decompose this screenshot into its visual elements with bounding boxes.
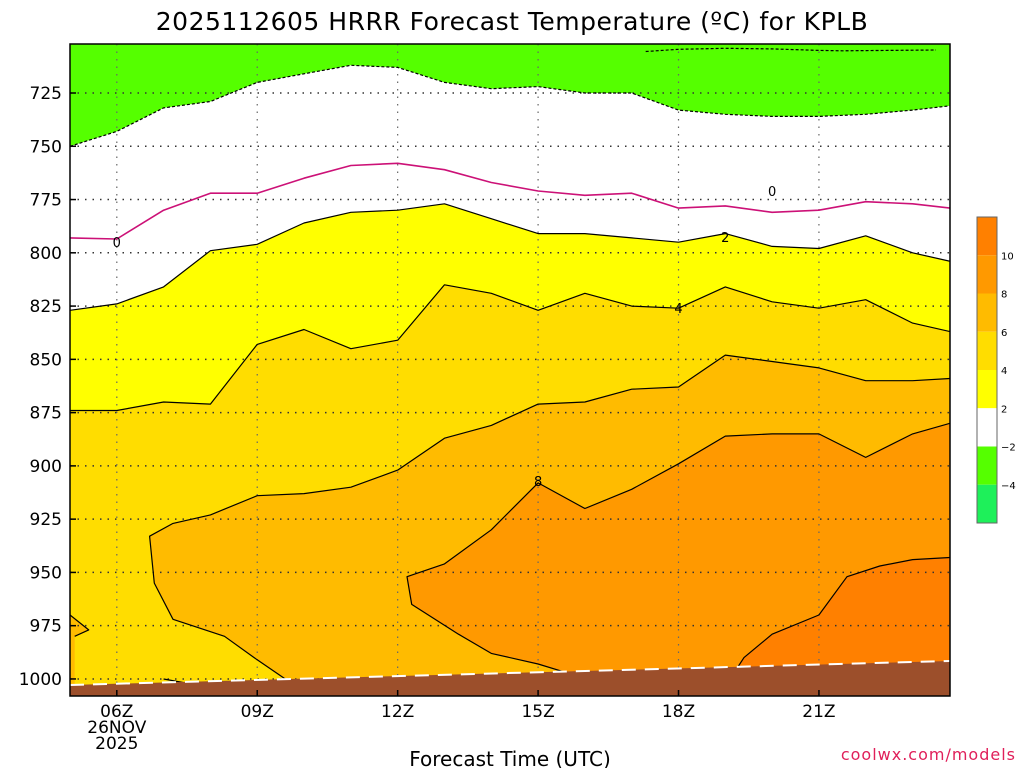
colorbar-swatch--6 bbox=[977, 484, 997, 523]
y-tick-label-975: 975 bbox=[30, 617, 62, 637]
colorbar-label-8: 8 bbox=[1001, 290, 1007, 301]
contour-line-0-2 bbox=[70, 162, 950, 240]
colorbar-swatch--4 bbox=[977, 446, 997, 485]
contour-line-2-3 bbox=[70, 203, 950, 311]
contour-line-10-9 bbox=[729, 556, 950, 680]
colorbar-label--4: −4 bbox=[1001, 481, 1016, 492]
colorbar-swatch-10 bbox=[977, 217, 997, 256]
plot-frame bbox=[69, 43, 951, 697]
x-tick-label-21-0: 21Z bbox=[802, 702, 835, 722]
contour-label-2-0: 2 bbox=[721, 231, 729, 246]
contour-lines bbox=[70, 47, 950, 694]
band-fill-6-5 bbox=[70, 615, 89, 696]
temperature-fills bbox=[70, 44, 950, 696]
y-tick-label-900: 900 bbox=[30, 457, 62, 477]
colorbar-swatch--2 bbox=[977, 408, 997, 447]
colorbar-label--2: −2 bbox=[1001, 443, 1016, 454]
y-tick-label-750: 750 bbox=[30, 137, 62, 157]
contour-label-8-0: 8 bbox=[534, 475, 542, 490]
x-axis-label: Forecast Time (UTC) bbox=[409, 747, 611, 768]
band-fill-10-9 bbox=[730, 557, 950, 696]
contour-line-6-7 bbox=[149, 354, 950, 694]
x-tick-label-6-1: 26NOV bbox=[87, 718, 146, 738]
colorbar-swatch-8 bbox=[977, 255, 997, 294]
y-tick-label-725: 725 bbox=[30, 84, 62, 104]
contour-line-4-4 bbox=[70, 284, 950, 412]
x-tick-label-18-0: 18Z bbox=[662, 702, 695, 722]
contour-line-8-8 bbox=[406, 422, 950, 684]
colorbar-swatch-4 bbox=[977, 331, 997, 370]
y-tick-label-925: 925 bbox=[30, 510, 62, 530]
y-axis: 725 750 775 800 825 850 875 900 925 950 975 1000 bbox=[19, 84, 76, 690]
y-tick-label-875: 875 bbox=[30, 404, 62, 424]
colorbar-swatch-2 bbox=[977, 370, 997, 409]
colorbar: −4 −2 2 4 6 8 10 bbox=[976, 216, 1016, 524]
ground-fill bbox=[70, 661, 950, 696]
contour-line-6-5 bbox=[70, 614, 90, 637]
contour-label-4-0: 4 bbox=[674, 302, 682, 317]
contour-line--2-1 bbox=[70, 64, 950, 147]
y-tick-label-1000: 1000 bbox=[19, 670, 62, 690]
x-tick-label-6-2: 2025 bbox=[95, 734, 138, 754]
contour-label-0-0: 0 bbox=[113, 236, 121, 251]
colorbar-frame bbox=[976, 216, 998, 524]
contour-line--4-0 bbox=[645, 47, 937, 53]
x-tick-label-15-0: 15Z bbox=[521, 702, 554, 722]
x-tick-label-12-0: 12Z bbox=[381, 702, 414, 722]
ground-surface bbox=[70, 660, 950, 696]
contour-labels: 0 0 2 4 8 bbox=[113, 185, 777, 490]
y-tick-label-775: 775 bbox=[30, 191, 62, 211]
colorbar-label-2: 2 bbox=[1001, 404, 1007, 415]
colorbar-swatch-6 bbox=[977, 293, 997, 332]
credit-text: coolwx.com/models bbox=[841, 745, 1016, 764]
y-tick-label-825: 825 bbox=[30, 297, 62, 317]
band-fill-minus4 bbox=[70, 44, 950, 147]
colorbar-label-4: 4 bbox=[1001, 366, 1007, 377]
x-tick-label-9-0: 09Z bbox=[241, 702, 274, 722]
chart-title: 2025112605 HRRR Forecast Temperature (ºC… bbox=[156, 7, 868, 36]
colorbar-label-10: 10 bbox=[1001, 251, 1014, 262]
contour-label-0-1: 0 bbox=[768, 185, 776, 200]
y-tick-label-800: 800 bbox=[30, 244, 62, 264]
colorbar-label-6: 6 bbox=[1001, 328, 1007, 339]
x-tick-label-6-0: 06Z bbox=[100, 702, 133, 722]
y-tick-label-850: 850 bbox=[30, 350, 62, 370]
y-tick-label-950: 950 bbox=[30, 563, 62, 583]
ground-edge bbox=[70, 660, 950, 686]
